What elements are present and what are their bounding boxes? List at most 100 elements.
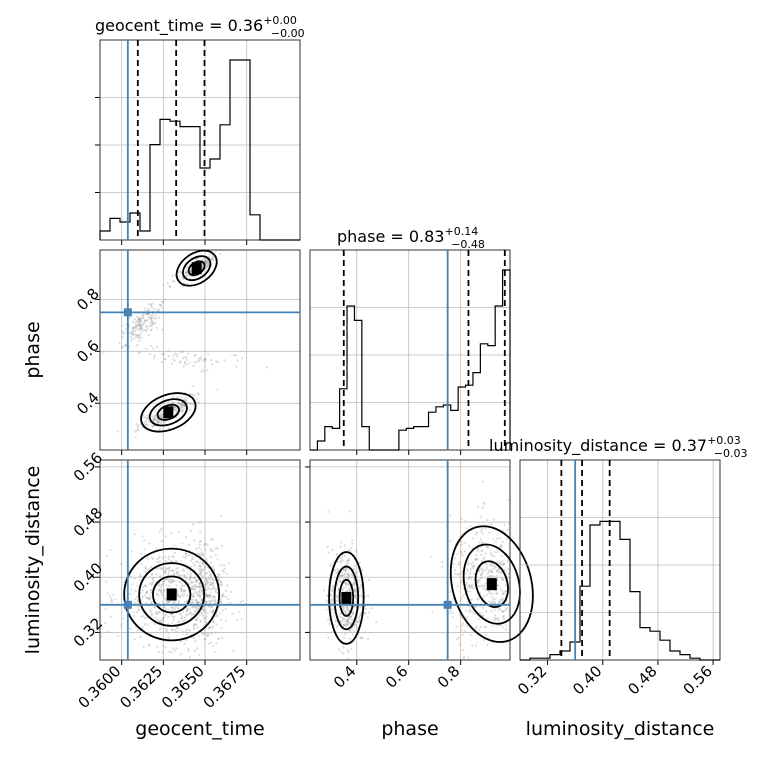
sample-point xyxy=(205,595,209,598)
sample-point xyxy=(219,580,223,584)
sample-point xyxy=(137,323,141,326)
contour-level xyxy=(462,543,521,625)
sample-point xyxy=(129,575,132,578)
sample-point xyxy=(490,574,493,577)
density-peak xyxy=(166,588,177,601)
sample-point xyxy=(175,560,178,563)
sample-point xyxy=(164,597,167,601)
sample-point xyxy=(353,590,357,593)
sample-point xyxy=(499,572,502,575)
sample-point xyxy=(198,590,201,594)
sample-point xyxy=(153,354,156,357)
sample-point xyxy=(164,572,168,575)
sample-point xyxy=(504,608,508,611)
sample-point xyxy=(132,614,136,617)
sample-point xyxy=(331,598,334,601)
sample-point xyxy=(167,555,171,558)
sample-point xyxy=(221,637,224,640)
sample-point xyxy=(214,602,218,605)
sample-point xyxy=(197,635,200,638)
sample-point xyxy=(172,358,175,361)
sample-point xyxy=(132,326,135,329)
sample-point xyxy=(162,352,166,355)
sample-point xyxy=(184,271,187,275)
sample-point xyxy=(465,616,468,619)
sample-point xyxy=(358,605,362,608)
sample-point xyxy=(349,547,353,550)
sample-point xyxy=(149,566,153,569)
sample-point xyxy=(205,572,209,575)
sample-point xyxy=(139,328,142,331)
sample-point xyxy=(459,572,463,575)
sample-point xyxy=(206,635,209,638)
sample-point xyxy=(209,555,212,558)
sample-point xyxy=(168,285,171,288)
sample-point xyxy=(135,422,138,426)
sample-point xyxy=(205,258,208,261)
sample-point xyxy=(485,593,489,596)
sample-point xyxy=(494,618,497,621)
sample-point xyxy=(480,549,484,552)
sample-point xyxy=(347,548,350,551)
sample-point xyxy=(476,547,480,550)
sample-point xyxy=(173,359,176,362)
sample-point xyxy=(346,623,349,626)
sample-point xyxy=(167,580,171,583)
sample-point xyxy=(467,545,471,548)
sample-point xyxy=(175,567,178,570)
sample-point xyxy=(346,622,349,625)
sample-point xyxy=(190,614,193,617)
sample-point xyxy=(506,559,509,562)
sample-point xyxy=(136,584,139,587)
sample-point xyxy=(353,589,357,592)
sample-point xyxy=(359,613,362,616)
sample-point xyxy=(354,591,357,594)
sample-point xyxy=(351,576,354,579)
sample-point xyxy=(491,564,494,567)
sample-point xyxy=(185,271,188,274)
sample-point xyxy=(155,611,158,614)
sample-point xyxy=(121,345,124,348)
sample-point xyxy=(198,595,202,598)
sample-point xyxy=(139,322,142,325)
contour-level xyxy=(152,575,192,614)
sample-point xyxy=(203,566,207,569)
sample-point xyxy=(165,577,168,580)
sample-point xyxy=(171,401,174,404)
sample-point xyxy=(171,578,174,582)
contour-level xyxy=(338,578,355,617)
sample-point xyxy=(202,614,205,617)
sample-point xyxy=(136,427,139,430)
sample-point xyxy=(490,554,493,557)
sample-point xyxy=(140,562,144,565)
sample-point xyxy=(136,334,139,337)
sample-point xyxy=(467,605,470,608)
sample-point xyxy=(141,589,145,592)
sample-point xyxy=(240,618,243,621)
sample-point xyxy=(497,600,500,603)
sample-point xyxy=(155,314,158,317)
sample-point xyxy=(191,403,194,406)
sample-point xyxy=(148,325,152,328)
sample-point xyxy=(137,608,140,612)
sample-point xyxy=(212,595,215,598)
sample-point xyxy=(492,538,495,541)
sample-point xyxy=(161,591,164,594)
sample-point xyxy=(145,324,149,327)
sample-point xyxy=(337,578,341,581)
sample-point xyxy=(470,610,473,613)
sample-point xyxy=(110,600,114,603)
sample-point xyxy=(325,608,328,611)
sample-point xyxy=(179,269,182,273)
sample-point xyxy=(160,567,163,570)
sample-point xyxy=(184,356,188,359)
density-peak xyxy=(163,406,174,419)
sample-point xyxy=(359,636,362,639)
sample-point xyxy=(215,642,218,645)
sample-point xyxy=(463,655,466,659)
sample-point xyxy=(197,578,200,581)
sample-point xyxy=(173,409,176,412)
sample-point xyxy=(361,569,364,572)
sample-point xyxy=(212,579,215,582)
sample-point xyxy=(185,577,188,580)
